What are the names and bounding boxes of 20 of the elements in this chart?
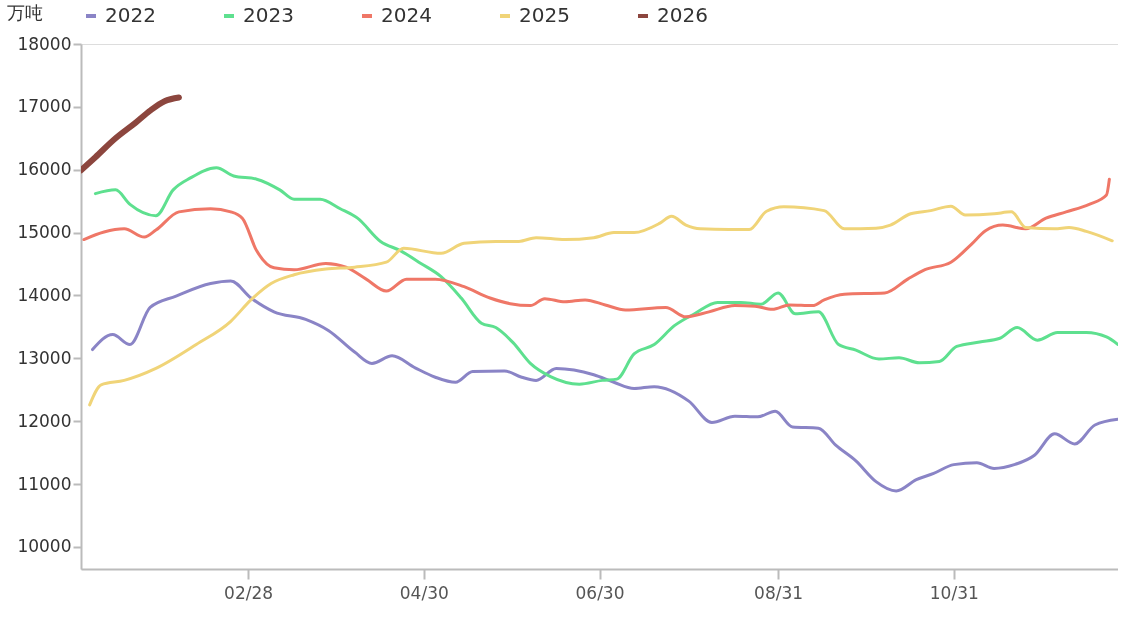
legend-label: 2024 bbox=[381, 3, 432, 27]
x-tick-label: 04/30 bbox=[399, 582, 449, 603]
legend-label: 2023 bbox=[243, 3, 294, 27]
y-tick-label: 11000 bbox=[17, 473, 72, 494]
y-tick-label: 12000 bbox=[17, 410, 72, 431]
y-tick-label: 16000 bbox=[17, 159, 72, 180]
legend-label: 2022 bbox=[105, 3, 156, 27]
y-tick-label: 18000 bbox=[17, 33, 72, 54]
y-tick-label: 10000 bbox=[17, 536, 72, 557]
x-tick-label: 02/28 bbox=[224, 582, 274, 603]
x-tick-label: 10/31 bbox=[929, 582, 979, 603]
legend-label: 2026 bbox=[657, 3, 708, 27]
legend-label: 2025 bbox=[519, 3, 570, 27]
x-tick-label: 08/31 bbox=[754, 582, 804, 603]
x-tick-label: 06/30 bbox=[575, 582, 625, 603]
y-tick-label: 13000 bbox=[17, 347, 72, 368]
y-tick-label: 17000 bbox=[17, 96, 72, 117]
y-tick-label: 15000 bbox=[17, 222, 72, 243]
y-axis-title: 万吨 bbox=[6, 1, 43, 23]
y-tick-label: 14000 bbox=[17, 285, 72, 305]
